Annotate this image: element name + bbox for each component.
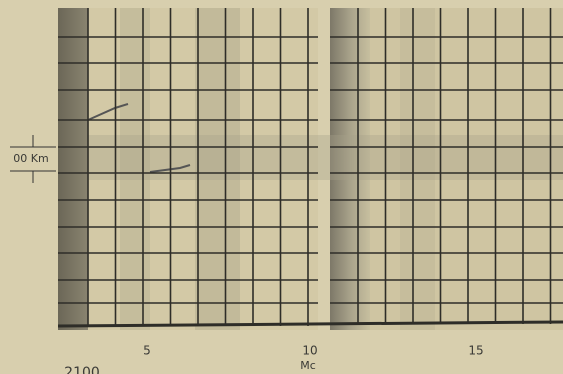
- dark-band: [330, 8, 370, 330]
- x-tick-label: 15: [468, 344, 483, 358]
- baseline: [57, 320, 563, 328]
- film-left: [58, 8, 318, 330]
- shade-band: [120, 8, 150, 330]
- height-marker: 00 Km: [13, 152, 48, 165]
- x-tick-label: 10: [302, 344, 317, 358]
- dark-band: [58, 8, 88, 330]
- shade-band: [195, 8, 240, 330]
- x-tick-label: 5: [143, 344, 151, 358]
- grid: [58, 8, 563, 326]
- shade-band: [400, 8, 435, 330]
- record-id: 2100: [64, 365, 100, 374]
- x-axis-label: Mc: [300, 359, 316, 372]
